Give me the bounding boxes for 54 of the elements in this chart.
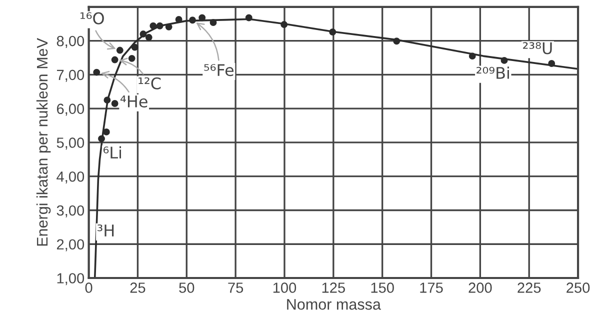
- point: [468, 52, 476, 60]
- point: [111, 100, 118, 107]
- point: [329, 28, 336, 36]
- point: [131, 44, 138, 51]
- x-tick-label: 100: [273, 282, 296, 293]
- point: [111, 56, 118, 64]
- annotation: ¹⁶O: [80, 12, 104, 24]
- point: [500, 56, 508, 64]
- x-tick-label: 150: [371, 282, 394, 293]
- annotation: ⁵⁶Fe: [204, 64, 234, 76]
- x-tick-label: 225: [518, 282, 541, 293]
- y-tick-label: 2,00: [56, 239, 84, 252]
- point: [198, 14, 206, 22]
- annotation: ²⁰⁹Bi: [476, 66, 509, 79]
- x-tick-label: 200: [468, 282, 492, 293]
- y-tick-label: 3,00: [56, 205, 84, 218]
- point: [145, 34, 152, 41]
- x-tick-label: 125: [322, 282, 345, 293]
- point: [116, 46, 124, 54]
- y-tick-label: 5,00: [56, 138, 84, 150]
- x-tick-label: 175: [420, 282, 443, 293]
- y-tick-label: 7,00: [56, 70, 84, 82]
- y-tick-label: 8,00: [56, 36, 84, 48]
- y-tick-label: 1,00: [57, 273, 84, 286]
- point: [280, 21, 288, 28]
- annotation: ⁶Li: [103, 146, 121, 158]
- point: [156, 22, 164, 30]
- y-tick-label: 6,00: [56, 104, 84, 116]
- y-tick-label: 4,00: [56, 171, 84, 184]
- annotation: ³H: [98, 224, 114, 236]
- point: [93, 68, 100, 76]
- x-tick-label: 75: [228, 282, 244, 293]
- point: [104, 96, 111, 104]
- x-tick-label: 25: [130, 282, 146, 293]
- x-tick-label: 0: [85, 282, 92, 293]
- point: [102, 128, 110, 136]
- annotation: ⁴He: [120, 96, 148, 108]
- y-axis-title: Energi ikatan per nukleon MeV: [36, 38, 51, 246]
- point: [128, 54, 136, 62]
- point: [140, 30, 147, 38]
- annotation: ²³⁸U: [523, 42, 552, 54]
- x-tick-label: 250: [566, 282, 590, 293]
- point: [165, 23, 172, 30]
- annotation: ¹²C: [138, 77, 161, 90]
- point: [150, 22, 157, 30]
- point: [175, 16, 182, 23]
- x-tick-label: 50: [179, 282, 194, 293]
- point: [245, 14, 252, 22]
- point: [548, 60, 556, 67]
- point: [98, 135, 105, 142]
- x-axis-title: Nomor massa: [287, 299, 381, 310]
- point: [210, 19, 217, 26]
- point: [393, 38, 400, 45]
- point: [189, 16, 196, 24]
